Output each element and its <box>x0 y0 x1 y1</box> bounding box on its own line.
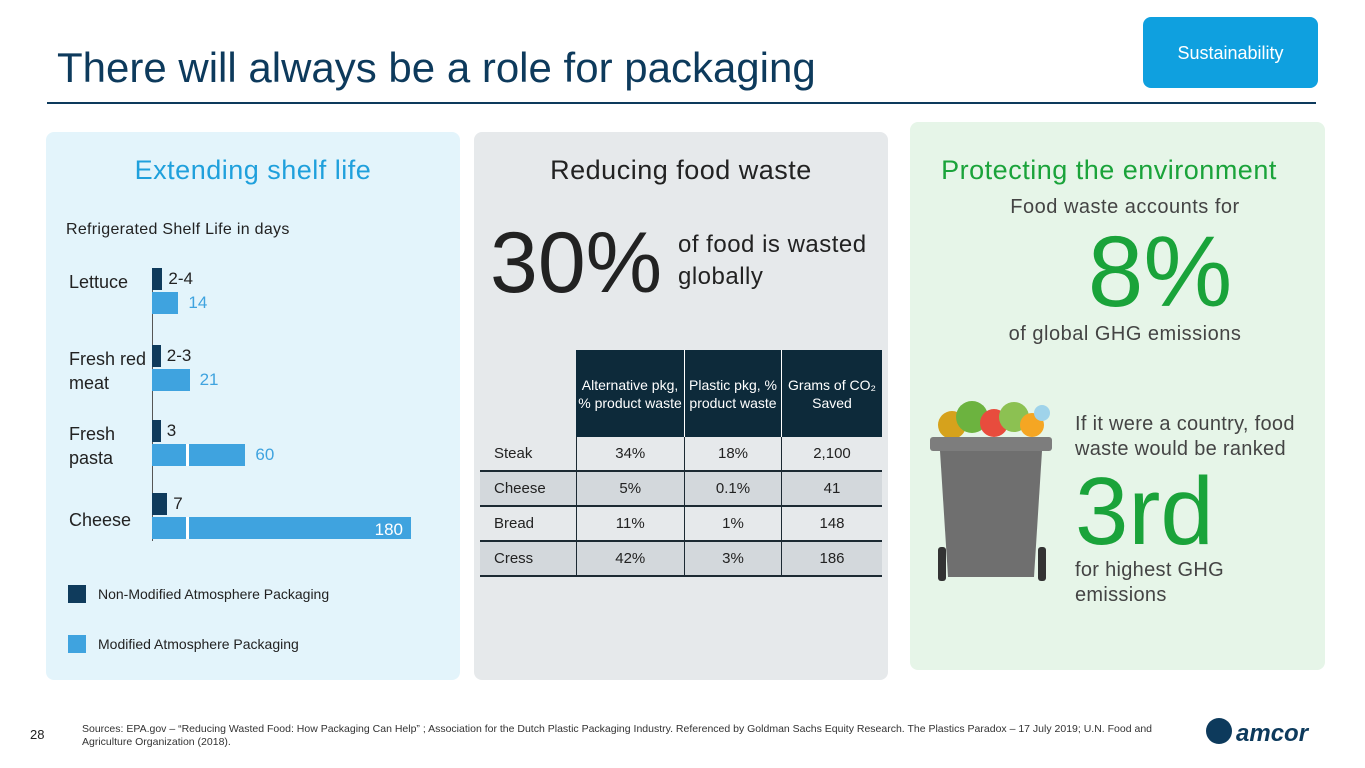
table: Alternative pkg, % product waste Plastic… <box>480 350 882 577</box>
rank-text: for highest GHG emissions <box>1075 559 1225 606</box>
row-label: Bread <box>480 506 576 542</box>
title: There will always be a role for packagin… <box>57 44 816 91</box>
chart-title: Refrigerated Shelf Life in days <box>66 221 290 238</box>
tag: Sustainability <box>1143 17 1318 88</box>
category-label: Fresh pasta <box>69 424 116 468</box>
table-row: Bread 11% 1% 148 <box>480 506 882 542</box>
stat: 8% <box>1087 216 1233 328</box>
bar <box>152 493 168 515</box>
value-label: 3 <box>166 421 177 440</box>
value-label: 2-4 <box>168 269 193 288</box>
cell: 11% <box>575 506 685 542</box>
rank: 3rd <box>1075 458 1214 565</box>
legend-swatch <box>68 635 86 653</box>
sources: Sources: EPA.gov – “Reducing Wasted Food… <box>82 723 1152 748</box>
legend-label: Modified Atmosphere Packaging <box>98 636 299 652</box>
row-label: Steak <box>480 437 576 472</box>
bar-break <box>186 444 189 466</box>
intro: Food waste accounts for <box>1010 196 1240 218</box>
cell: 2,100 <box>781 437 882 472</box>
page-number: 28 <box>30 727 45 742</box>
category-label: Cheese <box>69 510 132 530</box>
cell: 41 <box>781 471 882 507</box>
logo: amcor <box>1236 720 1309 747</box>
cell: 148 <box>781 506 882 542</box>
logo-mark <box>1206 718 1232 744</box>
heading: Extending shelf life <box>134 155 372 185</box>
bar <box>152 517 411 539</box>
bar <box>152 268 163 290</box>
row-label: Cheese <box>480 471 576 507</box>
row-label: Cress <box>480 541 576 577</box>
cell: 3% <box>684 541 782 577</box>
bar <box>152 369 190 391</box>
value-label: 60 <box>255 445 275 464</box>
col-header: Alternative pkg, % product waste <box>576 350 685 437</box>
bar <box>152 444 246 466</box>
bar <box>152 420 161 442</box>
heading: Reducing food waste <box>550 155 812 185</box>
col-header: Grams of CO₂ Saved <box>781 350 882 437</box>
bar <box>152 292 179 314</box>
heading: Protecting the environment <box>941 155 1277 185</box>
category-label: Fresh red meat <box>69 349 147 393</box>
panel-shelf <box>46 132 460 680</box>
category-label: Lettuce <box>69 272 129 292</box>
axis-line <box>152 268 153 541</box>
rule <box>47 102 1316 104</box>
table-row: Cheese 5% 0.1% 41 <box>480 471 882 507</box>
cell: 1% <box>684 506 782 542</box>
cell: 0.1% <box>684 471 782 507</box>
chart <box>0 0 1 1</box>
cell: 186 <box>781 541 882 577</box>
value-label: 7 <box>173 494 183 513</box>
value-label: 180 <box>374 520 403 539</box>
value-label: 14 <box>188 293 208 312</box>
stat-text: of global GHG emissions <box>1008 323 1242 345</box>
legend-swatch <box>68 585 86 603</box>
value-label: 2-3 <box>166 346 192 365</box>
bin-icon <box>930 401 1052 581</box>
bar <box>152 345 161 367</box>
rank-intro: If it were a country, food waste would b… <box>1075 413 1295 460</box>
cell: 42% <box>575 541 685 577</box>
table-row: Cress 42% 3% 186 <box>480 541 882 577</box>
value-label: 21 <box>199 370 219 389</box>
panel-env <box>910 122 1325 670</box>
bar-break <box>186 517 189 539</box>
cell: 18% <box>684 437 782 472</box>
col-header: Plastic pkg, % product waste <box>684 350 782 437</box>
legend-label: Non-Modified Atmosphere Packaging <box>98 586 330 602</box>
stat: 30% <box>490 215 663 311</box>
stat-text: of food is wasted globally <box>678 231 867 290</box>
table-row: Steak 34% 18% 2,100 <box>480 437 882 472</box>
cell: 5% <box>575 471 685 507</box>
cell: 34% <box>575 437 685 472</box>
